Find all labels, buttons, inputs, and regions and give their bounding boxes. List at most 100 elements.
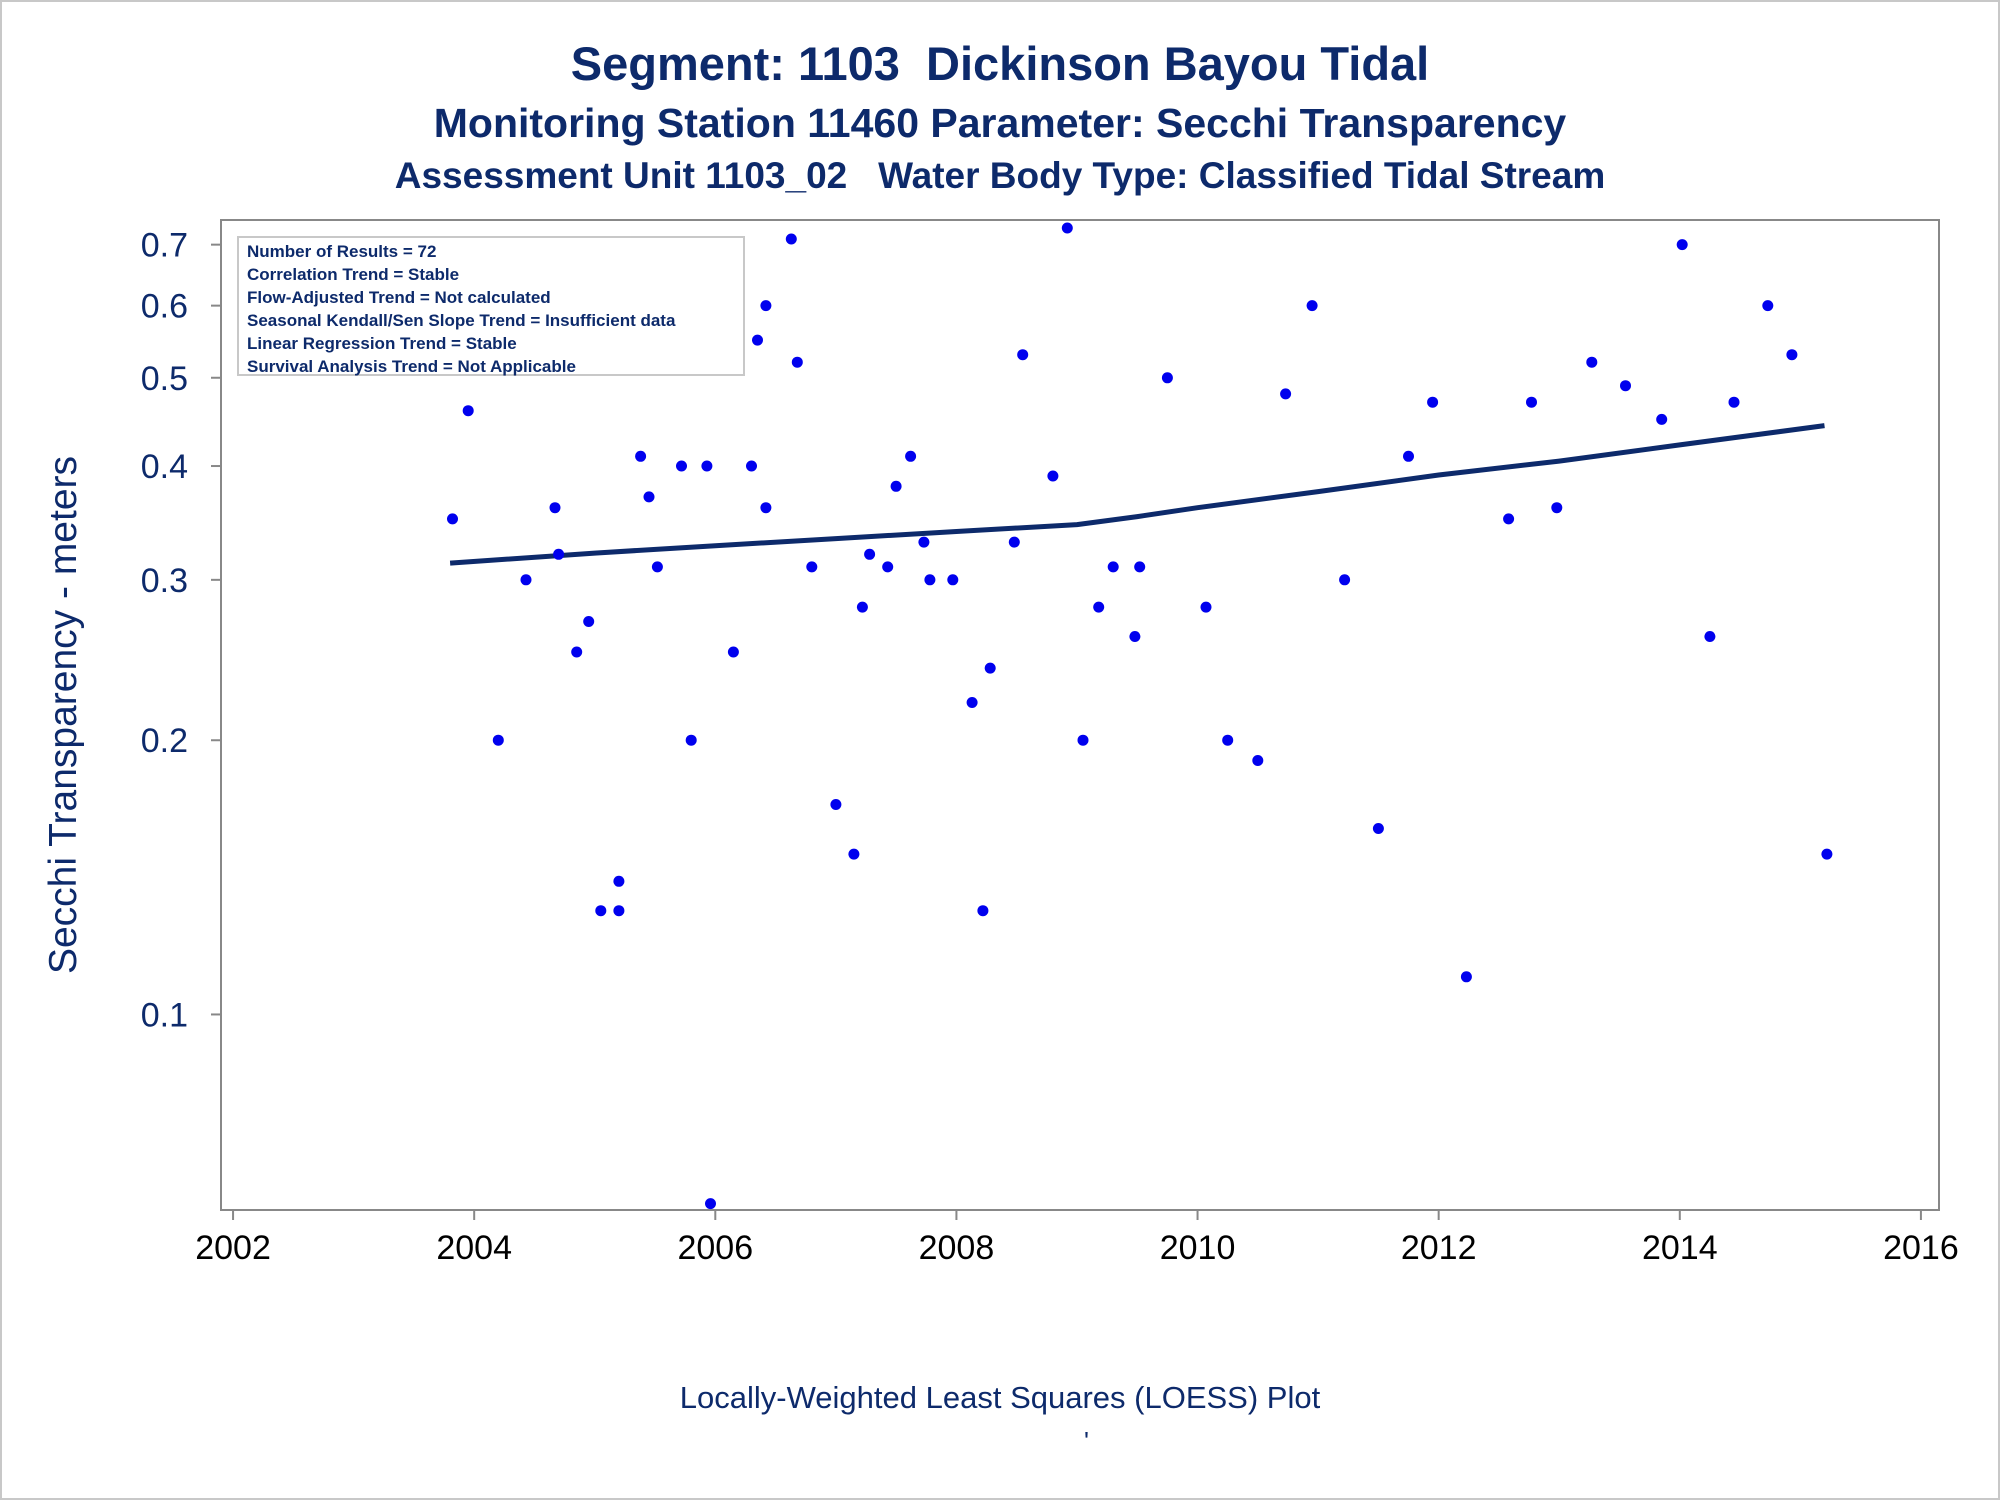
data-point <box>462 405 474 417</box>
data-point <box>643 491 655 503</box>
data-point <box>1129 631 1141 642</box>
data-point <box>924 574 936 586</box>
legend-line-seasonal-kendall: Seasonal Kendall/Sen Slope Trend = Insuf… <box>247 311 676 330</box>
data-point <box>830 799 842 810</box>
data-point <box>1107 561 1119 573</box>
chart-subtitle-2: Assessment Unit 1103_02 Water Body Type:… <box>394 155 1606 196</box>
data-point <box>1134 561 1146 573</box>
data-point <box>785 233 797 245</box>
data-point <box>1762 300 1774 312</box>
chart-subtitle: Monitoring Station 11460 Parameter: Secc… <box>433 100 1567 146</box>
y-tick-label: 0.4 <box>141 448 188 486</box>
data-point <box>752 334 763 346</box>
data-point <box>1077 734 1089 746</box>
x-tick-label: 2012 <box>1401 1229 1477 1267</box>
data-point <box>553 548 565 560</box>
x-tick-label: 2016 <box>1883 1229 1959 1267</box>
data-point <box>1161 372 1173 384</box>
data-point <box>676 460 687 472</box>
y-tick-label: 0.2 <box>141 722 188 760</box>
data-point <box>918 536 930 548</box>
data-point <box>701 460 713 472</box>
data-point <box>1093 601 1105 613</box>
data-point <box>1503 513 1515 525</box>
data-point <box>583 616 595 627</box>
plot-method-note: Locally-Weighted Least Squares (LOESS) P… <box>679 1380 1321 1415</box>
data-point <box>966 697 978 708</box>
data-point <box>806 561 818 573</box>
data-point <box>856 601 868 613</box>
x-tick-label: 2010 <box>1160 1229 1236 1267</box>
trend-summary-box: Number of Results = 72 Correlation Trend… <box>237 236 745 376</box>
x-tick-label: 2006 <box>677 1229 753 1267</box>
loess-trend-line <box>449 423 1825 566</box>
data-point <box>1372 823 1384 834</box>
data-point <box>1280 388 1292 400</box>
data-point <box>890 480 902 492</box>
data-point <box>1526 396 1537 408</box>
data-point <box>1821 848 1833 860</box>
legend-line-survival: Survival Analysis Trend = Not Applicable <box>247 357 576 376</box>
data-point <box>1061 222 1073 234</box>
data-point <box>492 734 504 746</box>
data-point <box>984 662 996 674</box>
data-point <box>1222 734 1234 746</box>
y-tick-label: 0.3 <box>141 562 188 600</box>
data-point <box>1728 396 1740 408</box>
data-point <box>1252 755 1264 766</box>
data-point <box>1786 349 1798 361</box>
data-point <box>848 848 860 860</box>
data-point <box>1200 601 1212 613</box>
y-tick-label: 0.6 <box>141 288 188 326</box>
data-point <box>882 561 894 573</box>
y-tick-label: 0.1 <box>141 996 188 1034</box>
data-point <box>635 450 647 462</box>
footnote-mark: ' <box>1084 1426 1089 1456</box>
data-point <box>727 646 739 658</box>
data-point <box>1551 502 1563 514</box>
x-tick-label: 2008 <box>919 1229 995 1267</box>
data-point <box>1047 470 1059 482</box>
data-point <box>549 502 561 514</box>
x-tick-label: 2002 <box>195 1229 271 1267</box>
y-tick-label: 0.5 <box>141 360 188 398</box>
data-point <box>571 646 583 658</box>
data-point <box>1008 536 1020 548</box>
data-point <box>1704 631 1716 642</box>
data-point <box>791 356 803 368</box>
data-point <box>595 905 607 917</box>
legend-line-flow-adjusted: Flow-Adjusted Trend = Not calculated <box>247 288 551 307</box>
data-point <box>977 905 989 917</box>
data-point <box>760 300 772 312</box>
data-point <box>1586 356 1598 368</box>
legend-line-correlation: Correlation Trend = Stable <box>247 265 460 284</box>
data-point <box>746 460 757 472</box>
data-point <box>685 734 697 746</box>
legend-line-linear-regression: Linear Regression Trend = Stable <box>247 334 517 353</box>
y-tick-label: 0.7 <box>141 227 188 265</box>
data-point <box>651 561 663 573</box>
data-point <box>905 450 917 462</box>
data-point <box>520 574 532 586</box>
plot-area <box>220 219 1940 1211</box>
x-tick-label: 2014 <box>1642 1229 1718 1267</box>
data-point <box>1427 396 1439 408</box>
data-point <box>1656 413 1668 425</box>
data-point <box>947 574 959 586</box>
chart-title: Segment: 1103 Dickinson Bayou Tidal <box>570 37 1430 90</box>
data-point <box>760 502 772 514</box>
data-point <box>613 875 625 887</box>
data-point <box>1339 574 1351 586</box>
x-tick-label: 2004 <box>436 1229 512 1267</box>
data-point <box>1460 971 1472 983</box>
data-point <box>1306 300 1318 312</box>
data-point <box>864 548 876 560</box>
legend-line-results: Number of Results = 72 <box>247 242 437 261</box>
data-point <box>1676 239 1688 251</box>
data-point <box>1017 349 1029 361</box>
data-point <box>613 905 625 917</box>
data-point <box>1403 450 1414 462</box>
data-point <box>705 1198 716 1210</box>
data-point <box>447 513 458 525</box>
